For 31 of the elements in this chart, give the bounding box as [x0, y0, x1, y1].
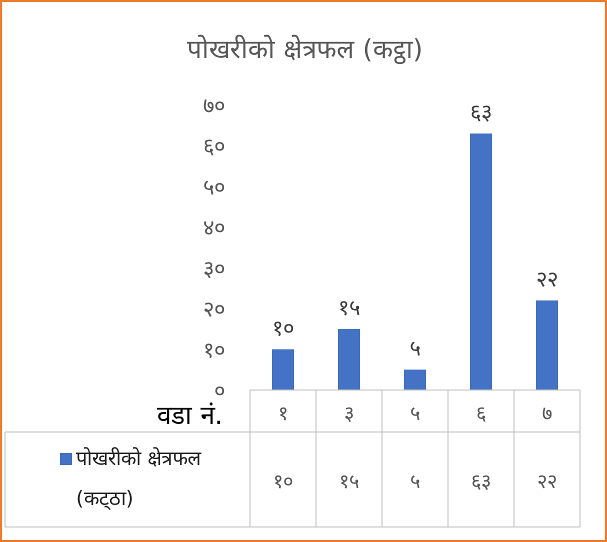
y-tick-label: ७० — [203, 94, 225, 119]
x-tick-label: ३ — [344, 401, 354, 425]
y-tick-label: ० — [214, 379, 225, 404]
bar — [404, 370, 426, 390]
text: २२ — [536, 267, 558, 292]
x-tick-label: ७ — [542, 401, 552, 425]
bar — [470, 134, 492, 390]
y-tick-label: ४० — [203, 216, 225, 242]
legend-label: पोखरीको क्षेत्रफल (कट्‌ठा) — [76, 445, 202, 512]
y-tick-label: ५० — [203, 175, 225, 200]
x-axis-title: वडा नं. — [157, 401, 223, 431]
data-label: ५ — [410, 469, 420, 493]
text: १० — [272, 316, 294, 342]
chart-title: पोखरीको क्षेत्रफल (कट्ठा) — [187, 34, 423, 65]
y-tick-label: २० — [203, 298, 225, 323]
y-tick-label: १० — [203, 338, 225, 364]
text: ५ — [410, 336, 420, 362]
bar — [272, 349, 294, 390]
data-label: २२ — [537, 469, 557, 493]
text: १५ — [338, 296, 360, 321]
bar — [536, 300, 558, 390]
x-tick-label: १ — [278, 401, 288, 425]
x-tick-label: ६ — [476, 401, 486, 425]
data-label: ६३ — [471, 469, 491, 493]
x-tick-label: ५ — [410, 401, 420, 425]
y-tick-label: ३० — [203, 256, 225, 282]
bar — [338, 328, 360, 390]
data-label: १० — [273, 469, 293, 493]
y-tick-label: ६० — [203, 134, 225, 160]
text: ६३ — [470, 100, 492, 126]
data-label: १५ — [339, 469, 359, 493]
